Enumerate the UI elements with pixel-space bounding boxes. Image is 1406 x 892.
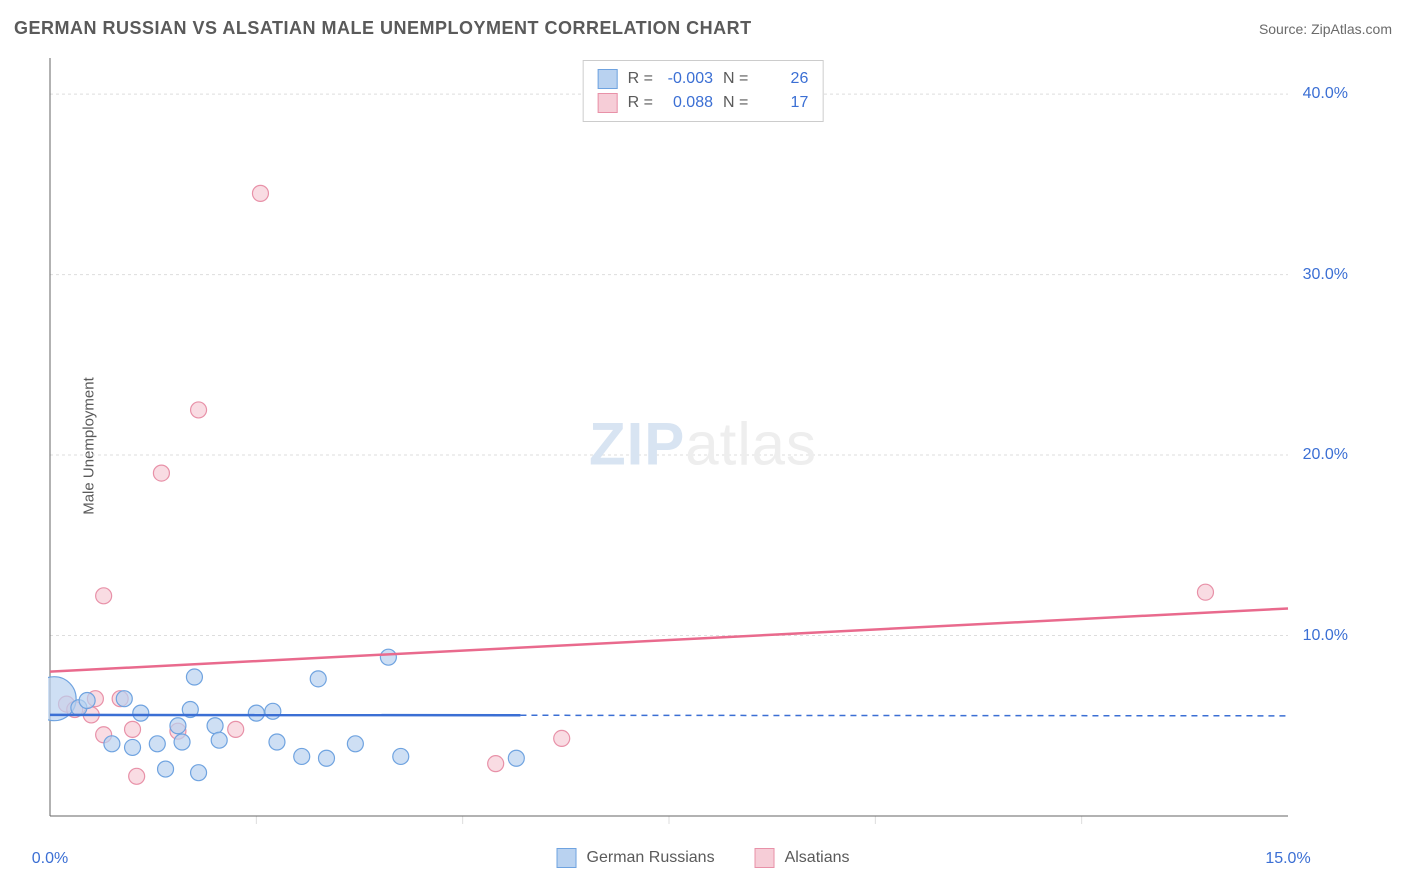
chart-svg [48, 54, 1358, 834]
y-tick-label: 40.0% [1303, 85, 1348, 103]
y-tick-label: 30.0% [1303, 266, 1348, 284]
legend-series: German Russians Alsatians [557, 848, 850, 868]
legend-item-german-russians: German Russians [557, 848, 715, 868]
stat-R-label-2: R = [628, 91, 653, 115]
stat-R-alsatians: 0.088 [663, 91, 713, 115]
y-tick-label: 20.0% [1303, 446, 1348, 464]
header: GERMAN RUSSIAN VS ALSATIAN MALE UNEMPLOY… [14, 18, 1392, 39]
stat-R-label: R = [628, 67, 653, 91]
y-tick-label: 10.0% [1303, 627, 1348, 645]
stat-N-german-russians: 26 [758, 67, 808, 91]
stat-N-label: N = [723, 67, 748, 91]
legend-label-alsatians: Alsatians [785, 849, 850, 867]
legend-stats-row-1: R = -0.003 N = 26 [598, 67, 809, 91]
x-tick-label: 0.0% [32, 850, 68, 868]
legend-stats: R = -0.003 N = 26 R = 0.088 N = 17 [583, 60, 824, 122]
legend-swatch-german-russians-2 [557, 848, 577, 868]
x-tick-label: 15.0% [1265, 850, 1310, 868]
chart-title: GERMAN RUSSIAN VS ALSATIAN MALE UNEMPLOY… [14, 18, 752, 39]
stat-N-label-2: N = [723, 91, 748, 115]
source-label: Source: ZipAtlas.com [1259, 21, 1392, 37]
legend-swatch-alsatians-2 [755, 848, 775, 868]
legend-label-german-russians: German Russians [587, 849, 715, 867]
legend-swatch-alsatians [598, 93, 618, 113]
stat-N-alsatians: 17 [758, 91, 808, 115]
plot-area: ZIPatlas R = -0.003 N = 26 R = 0.088 N =… [48, 54, 1358, 834]
legend-item-alsatians: Alsatians [755, 848, 850, 868]
stat-R-german-russians: -0.003 [663, 67, 713, 91]
legend-swatch-german-russians [598, 69, 618, 89]
legend-stats-row-2: R = 0.088 N = 17 [598, 91, 809, 115]
